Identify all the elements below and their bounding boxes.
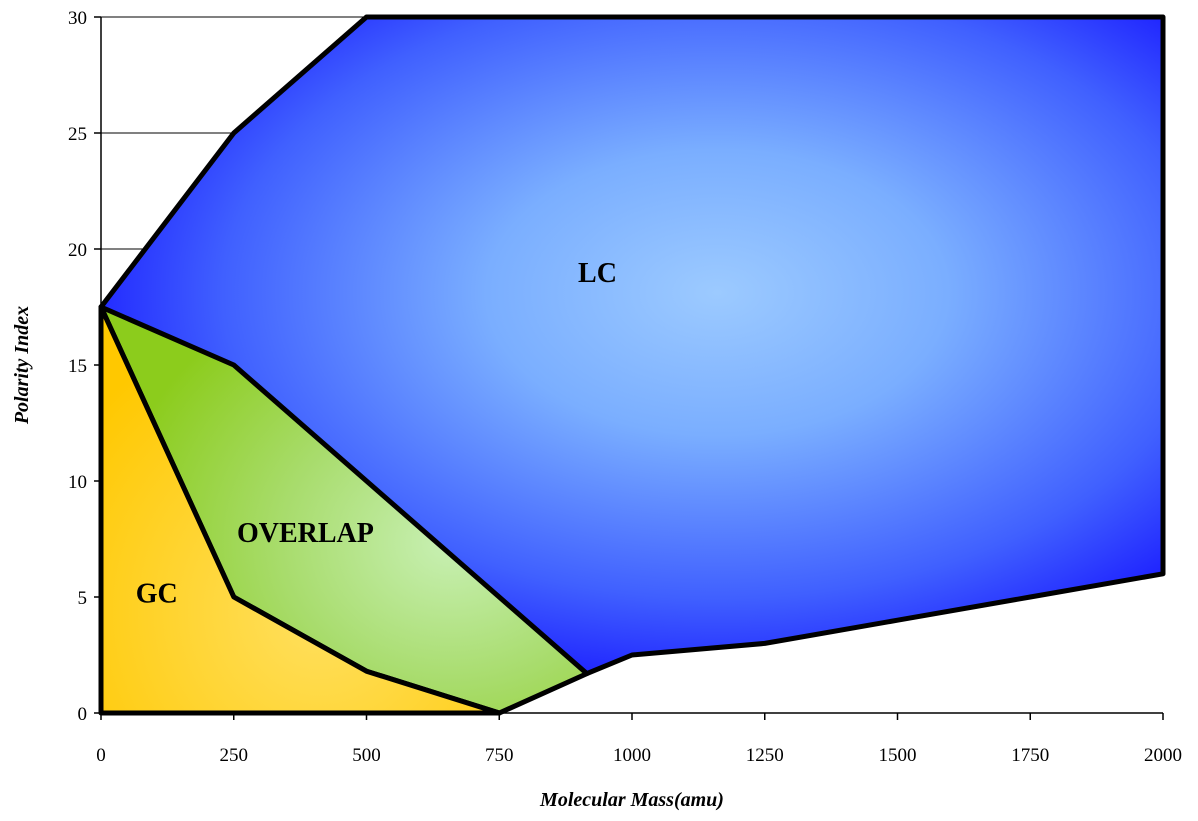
x-tick-label: 1500 [879,745,917,766]
y-tick-label: 10 [68,472,87,493]
x-tick-label: 1750 [1011,745,1049,766]
y-tick-label: 30 [68,8,87,29]
x-tick-label: 750 [485,745,514,766]
y-axis-title: Polarity Index [11,306,33,425]
region-label-gc: GC [136,578,178,609]
y-tick-label: 25 [68,124,87,145]
x-tick-label: 0 [96,745,106,766]
x-tick-label: 250 [220,745,249,766]
y-tick-label: 20 [68,240,87,261]
region-labels: LC OVERLAP GC [136,258,617,609]
x-tick-label: 1250 [746,745,784,766]
y-tick-label: 0 [78,704,88,725]
y-tick-label: 5 [78,588,88,609]
x-tick-label: 500 [352,745,381,766]
x-tick-label: 2000 [1144,745,1182,766]
y-tick-label: 15 [68,356,87,377]
region-lc [98,14,1166,677]
tick-labels: 0 5 10 15 20 25 30 0 250 500 750 1000 1250 1500 1750 20… [68,8,1182,766]
regions [98,14,1166,716]
x-tick-label: 1000 [613,745,651,766]
region-label-overlap: OVERLAP [237,518,374,549]
region-label-lc: LC [578,258,617,289]
axes [94,16,1164,720]
x-axis-title: Molecular Mass(amu) [539,789,724,811]
